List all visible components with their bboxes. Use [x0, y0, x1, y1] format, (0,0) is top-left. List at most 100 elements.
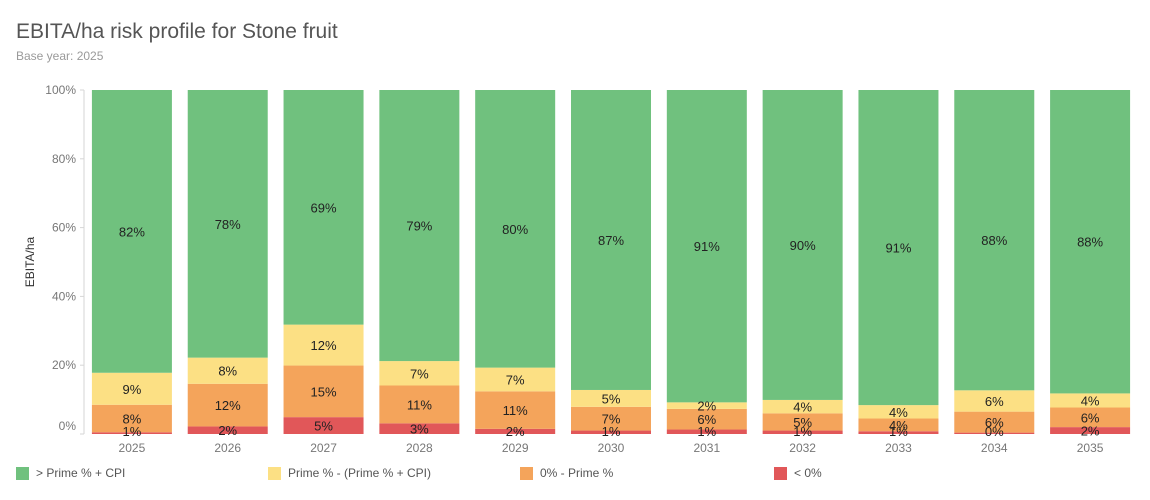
x-tick-label: 2028: [406, 441, 433, 455]
bar-segment: [1050, 407, 1131, 428]
chart-subtitle: Base year: 2025: [16, 49, 104, 63]
chart-legend: > Prime % + CPI Prime % - (Prime % + CPI)…: [16, 466, 1136, 486]
bar-segment: [283, 417, 364, 434]
bar-segment: [475, 391, 556, 429]
bar-segment: [1050, 90, 1131, 394]
bar-segment: [379, 423, 460, 434]
legend-item[interactable]: > Prime % + CPI: [16, 466, 125, 480]
legend-item[interactable]: < 0%: [774, 466, 822, 480]
bar-segment: [187, 90, 268, 358]
data-label: 88%: [1077, 235, 1103, 250]
bar-segment: [762, 413, 843, 431]
data-label: 8%: [123, 412, 142, 427]
bar-segment: [571, 90, 651, 390]
data-label: 7%: [410, 366, 429, 381]
bar-segment: [379, 90, 460, 362]
data-label: 1%: [602, 424, 621, 439]
data-label: 2%: [506, 424, 525, 439]
data-label: 69%: [311, 200, 337, 215]
y-tick-label: 80%: [52, 152, 76, 166]
bar-segment: [954, 90, 1035, 391]
data-label: 4%: [793, 400, 812, 415]
x-tick-label: 2027: [310, 441, 337, 455]
legend-swatch: [268, 466, 281, 480]
bar-segment: [187, 426, 268, 434]
bar-segment: [379, 385, 460, 424]
data-label: 6%: [985, 415, 1004, 430]
legend-item[interactable]: 0% - Prime %: [520, 466, 613, 480]
legend-label: Prime % - (Prime % + CPI): [288, 466, 432, 480]
data-label: 12%: [311, 338, 337, 353]
data-label: 91%: [694, 239, 720, 254]
data-label: 15%: [311, 384, 337, 399]
bar-segment: [187, 383, 268, 427]
legend-item[interactable]: Prime % - (Prime % + CPI): [268, 466, 431, 480]
data-label: 12%: [215, 398, 241, 413]
data-label: 8%: [218, 364, 237, 379]
x-tick-label: 2025: [119, 441, 146, 455]
bar-segment: [762, 430, 843, 434]
legend-label: < 0%: [794, 466, 822, 480]
x-tick-label: 2033: [885, 441, 912, 455]
bar-segment: [379, 361, 460, 386]
x-tick-label: 2026: [214, 441, 241, 455]
data-label: 4%: [889, 405, 908, 420]
data-label: 1%: [697, 424, 716, 439]
bar-segment: [475, 428, 556, 434]
bar-segment: [475, 367, 556, 392]
bar-segment: [571, 389, 651, 407]
data-label: 2%: [697, 399, 716, 414]
data-label: 91%: [885, 241, 911, 256]
y-tick-label: 20%: [52, 358, 76, 372]
bar-segment: [954, 432, 1035, 434]
data-label: 1%: [123, 424, 142, 439]
bar-segment: [762, 90, 843, 400]
bar-segment: [666, 402, 747, 409]
x-tick-label: 2031: [693, 441, 720, 455]
bar-segment: [666, 408, 747, 430]
data-label: 5%: [602, 391, 621, 406]
legend-swatch: [16, 466, 29, 480]
data-label: 80%: [502, 222, 528, 237]
data-label: 90%: [790, 238, 816, 253]
stacked-bar-chart: 0% 20% 40% 60% 80% 100% EBITA/ha 2025 2026 2027 20…: [23, 83, 1131, 455]
y-tick-label: 0%: [59, 419, 77, 433]
x-tick-label: 2035: [1077, 441, 1104, 455]
data-label: 11%: [407, 397, 432, 412]
data-label: 7%: [602, 412, 621, 427]
data-label: 1%: [889, 424, 908, 439]
bar-segment: [91, 90, 172, 373]
bar-segment: [571, 430, 651, 434]
data-label: 87%: [598, 233, 624, 248]
data-label: 3%: [410, 422, 429, 437]
data-label: 78%: [215, 217, 241, 232]
y-tick-label: 100%: [45, 83, 76, 97]
x-tick-label: 2030: [598, 441, 625, 455]
bar-segment: [283, 90, 364, 325]
bar-segment: [858, 418, 939, 432]
bar-segment: [283, 324, 364, 366]
y-tick-label: 40%: [52, 289, 76, 303]
bar-segment: [666, 90, 747, 403]
data-label: 6%: [1081, 410, 1100, 425]
bar-segment: [858, 405, 939, 419]
data-label: 5%: [314, 419, 333, 434]
data-label: 11%: [503, 403, 528, 418]
data-label: 6%: [697, 412, 716, 427]
bar-segment: [666, 429, 747, 434]
data-label: 5%: [793, 415, 812, 430]
legend-label: > Prime % + CPI: [36, 466, 126, 480]
bar-segment: [858, 431, 939, 434]
bar-segment: [571, 406, 651, 431]
data-label: 4%: [889, 418, 908, 433]
y-axis-title: EBITA/ha: [23, 236, 37, 287]
data-label: 9%: [123, 382, 142, 397]
bar-segment: [762, 399, 843, 414]
x-tick-label: 2034: [981, 441, 1008, 455]
bar-segment: [1050, 427, 1131, 434]
data-label: 2%: [1081, 424, 1100, 439]
legend-swatch: [774, 466, 787, 480]
y-tick-label: 60%: [52, 221, 76, 235]
bar-segment: [954, 390, 1035, 412]
data-label: 1%: [793, 424, 812, 439]
